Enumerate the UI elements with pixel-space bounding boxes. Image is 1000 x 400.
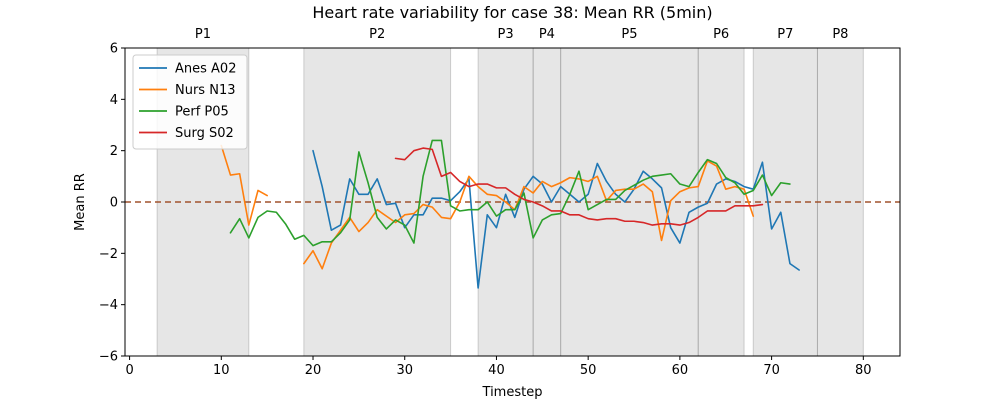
x-tick-label: 30 xyxy=(396,363,413,378)
y-tick-label: 2 xyxy=(110,144,118,159)
phase-label-p6: P6 xyxy=(713,27,729,42)
phase-label-p8: P8 xyxy=(832,27,848,42)
phase-label-p3: P3 xyxy=(498,27,514,42)
y-tick-label: −6 xyxy=(99,350,118,365)
phase-label-p1: P1 xyxy=(195,27,211,42)
legend: Anes A02 Nurs N13 Perf P05 Surg S02 xyxy=(132,54,248,150)
series-line-perf-p05 xyxy=(229,139,791,247)
series-line-anes-a02 xyxy=(312,149,800,289)
x-tick-label: 70 xyxy=(763,363,780,378)
y-tick-label: 0 xyxy=(110,196,118,211)
x-tick-label: 20 xyxy=(305,363,322,378)
phase-label-p7: P7 xyxy=(777,27,793,42)
x-axis-label: Timestep xyxy=(482,385,543,400)
x-tick-label: 50 xyxy=(580,363,597,378)
x-tick-label: 0 xyxy=(125,363,133,378)
series-line-nurs-n13 xyxy=(220,144,755,270)
legend-box xyxy=(132,54,248,150)
phase-label-p5: P5 xyxy=(621,27,637,42)
legend-label-anes-a02: Anes A02 xyxy=(175,62,236,77)
series-lines xyxy=(220,139,800,289)
phase-labels: P1 P2 P3 P4 P5 P6 P7 P8 xyxy=(195,27,849,42)
y-axis-ticks: −6 −4 −2 0 2 4 6 xyxy=(99,42,125,365)
y-tick-label: 6 xyxy=(110,42,118,57)
x-axis-ticks: 0 10 20 30 40 50 60 70 80 xyxy=(125,356,872,378)
y-tick-label: −2 xyxy=(99,247,118,262)
phase-label-p4: P4 xyxy=(539,27,555,42)
y-tick-label: −4 xyxy=(99,298,118,313)
x-tick-label: 40 xyxy=(488,363,505,378)
legend-label-nurs-n13: Nurs N13 xyxy=(175,83,235,98)
chart-title: Heart rate variability for case 38: Mean… xyxy=(312,3,712,22)
x-tick-label: 10 xyxy=(213,363,230,378)
x-tick-label: 60 xyxy=(672,363,689,378)
legend-label-surg-s02: Surg S02 xyxy=(175,126,234,141)
y-axis-label: Mean RR xyxy=(73,173,88,231)
phase-bands xyxy=(156,47,864,357)
y-tick-label: 4 xyxy=(110,93,118,108)
series-line-surg-s02 xyxy=(394,147,764,226)
legend-label-perf-p05: Perf P05 xyxy=(175,105,229,120)
x-tick-label: 80 xyxy=(855,363,872,378)
phase-label-p2: P2 xyxy=(369,27,385,42)
